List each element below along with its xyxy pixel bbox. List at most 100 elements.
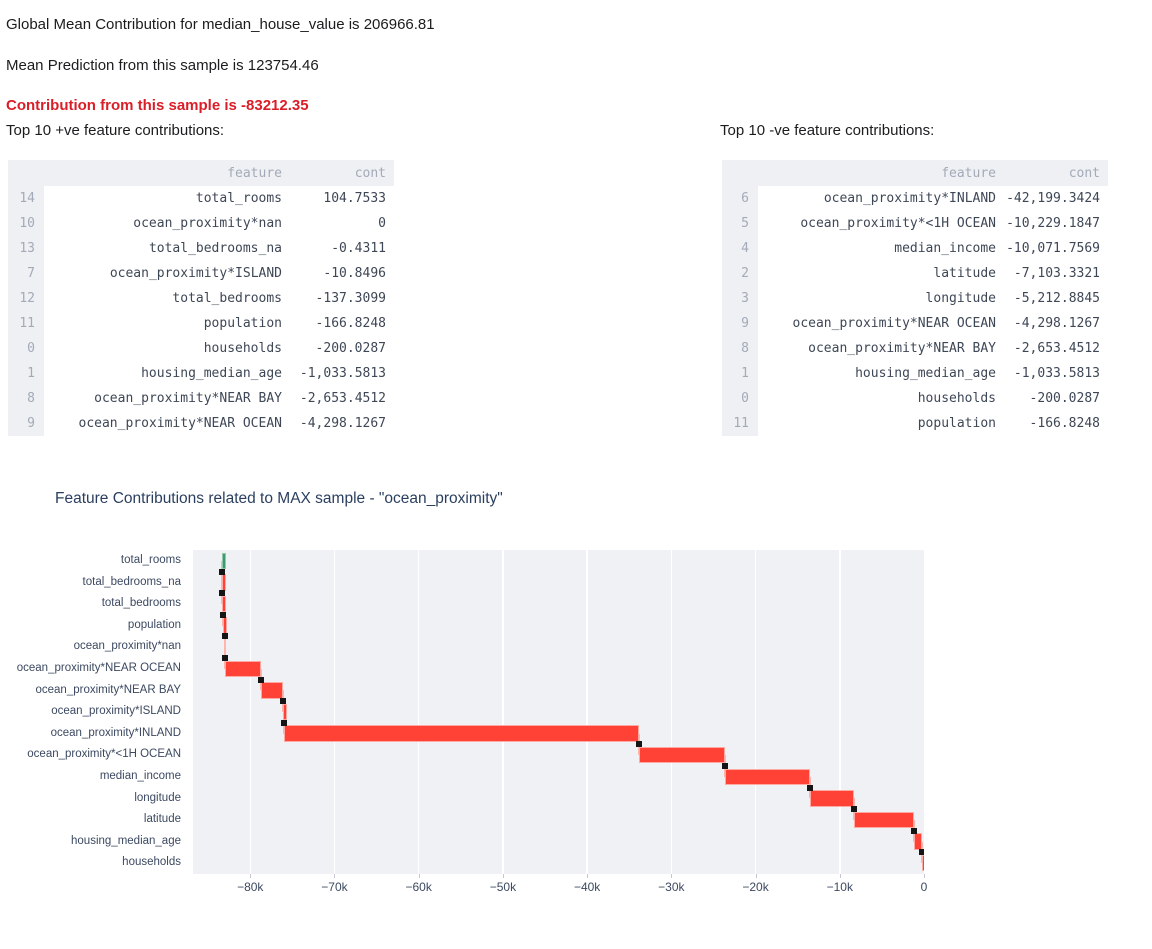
cell-feature: households: [917, 391, 996, 406]
cell-feature: ocean_proximity*NEAR BAY: [94, 391, 282, 406]
connector-marker: [910, 827, 917, 834]
cell-cont: -10,071.7569: [1006, 241, 1100, 256]
waterfall-bar[interactable]: [853, 811, 914, 829]
waterfall-bar[interactable]: [809, 790, 854, 807]
connector-marker: [919, 849, 924, 856]
waterfall-bar[interactable]: [222, 552, 226, 570]
cell-cont: -7,103.3321: [1013, 266, 1100, 281]
cell-feature: ocean_proximity*<1H OCEAN: [800, 216, 996, 231]
col-header-cont: cont: [1068, 165, 1100, 181]
cell-index: 8: [722, 336, 758, 361]
cell-index: 9: [8, 411, 44, 436]
waterfall-bar[interactable]: [222, 595, 226, 613]
cell-feature: total_bedrooms: [172, 291, 282, 306]
cell-feature: ocean_proximity*NEAR OCEAN: [792, 316, 997, 331]
cell-feature: housing_median_age: [141, 366, 282, 381]
table-row: 13 total_bedrooms_na -0.4311: [8, 236, 394, 261]
connector-marker: [219, 568, 226, 575]
cell-cont: -200.0287: [1029, 391, 1100, 406]
cell-index: 11: [8, 311, 44, 336]
x-tick-mark: [839, 874, 841, 878]
connector-marker: [258, 676, 265, 683]
x-tick-label: −60k: [405, 880, 432, 894]
cell-index: 0: [8, 336, 44, 361]
chart-title: Feature Contributions related to MAX sam…: [55, 490, 503, 507]
waterfall-bar[interactable]: [224, 660, 262, 678]
table-row: 8 ocean_proximity*NEAR BAY -2,653.4512: [8, 386, 394, 411]
waterfall-bar[interactable]: [283, 703, 287, 721]
cell-cont: 0: [378, 216, 386, 231]
cell-index: 10: [8, 211, 44, 236]
table-row: 1 housing_median_age -1,033.5813: [722, 361, 1108, 386]
table-row: 3 longitude -5,212.8845: [722, 286, 1108, 311]
x-tick-label: −50k: [489, 880, 517, 894]
gridline: [586, 550, 588, 874]
cell-cont: -10.8496: [323, 266, 386, 281]
x-tick-mark: [418, 874, 420, 878]
cell-cont: -137.3099: [315, 291, 386, 306]
col-header-index: [722, 160, 758, 186]
y-tick-label: total_bedrooms: [101, 597, 181, 610]
cell-index: 0: [722, 386, 758, 411]
cell-feature: ocean_proximity*NEAR BAY: [808, 341, 996, 356]
x-tick-label: −70k: [321, 880, 348, 894]
cell-index: 14: [8, 186, 44, 211]
y-tick-label: ocean_proximity*<1H OCEAN: [27, 748, 181, 761]
table-row: 6 ocean_proximity*INLAND -42,199.3424: [722, 186, 1108, 211]
x-tick-label: −40k: [573, 880, 601, 894]
cell-index: 7: [8, 261, 44, 286]
cell-feature: median_income: [894, 241, 996, 256]
cell-cont: -4,298.1267: [1013, 316, 1100, 331]
waterfall-bar[interactable]: [223, 617, 227, 634]
y-tick-label: latitude: [143, 813, 181, 826]
cell-cont: -1,033.5813: [1013, 366, 1100, 381]
waterfall-bar[interactable]: [283, 725, 639, 742]
x-tick-label: −10k: [826, 880, 853, 894]
cell-index: 1: [722, 361, 758, 386]
cell-feature: ocean_proximity*ISLAND: [109, 266, 282, 281]
waterfall-bar[interactable]: [922, 854, 924, 872]
waterfall-bar[interactable]: [222, 574, 226, 591]
cell-feature: total_bedrooms_na: [148, 241, 282, 256]
table-header-row: feature cont: [722, 160, 1108, 186]
table-row: 8 ocean_proximity*NEAR BAY -2,653.4512: [722, 336, 1108, 361]
connector-marker: [220, 611, 227, 618]
waterfall-chart: Feature Contributions related to MAX sam…: [0, 484, 1152, 924]
cell-index: 12: [8, 286, 44, 311]
table-row: 7 ocean_proximity*ISLAND -10.8496: [8, 261, 394, 286]
x-tick-mark: [334, 874, 336, 878]
cell-feature: ocean_proximity*nan: [133, 216, 282, 231]
gridline: [333, 550, 336, 874]
negative-table-title: Top 10 -ve feature contributions:: [720, 122, 935, 139]
x-tick-mark: [924, 874, 925, 878]
cell-cont: -0.4311: [331, 241, 386, 256]
gridline: [754, 550, 757, 874]
table-row: 14 total_rooms 104.7533: [8, 186, 394, 211]
waterfall-bar[interactable]: [913, 833, 923, 850]
cell-feature: households: [203, 341, 282, 356]
cell-cont: -5,212.8845: [1013, 291, 1100, 306]
cell-cont: -166.8248: [1029, 416, 1100, 431]
cell-cont: -4,298.1267: [299, 416, 386, 431]
connector-marker: [280, 698, 287, 705]
connector-marker: [850, 806, 857, 813]
connector-marker: [635, 741, 642, 748]
plot-area[interactable]: [193, 550, 924, 874]
waterfall-bar[interactable]: [725, 768, 810, 786]
waterfall-bar[interactable]: [261, 682, 284, 699]
col-header-index: [8, 160, 44, 186]
global-mean-line: Global Mean Contribution for median_hous…: [6, 16, 435, 33]
waterfall-bar[interactable]: [638, 746, 726, 764]
cell-cont: -42,199.3424: [1006, 191, 1100, 206]
connector-marker: [806, 784, 813, 791]
table-row: 2 latitude -7,103.3321: [722, 261, 1108, 286]
y-axis-labels: total_rooms total_bedrooms_na total_bedroo…: [0, 550, 186, 874]
x-tick-mark: [502, 874, 504, 878]
table-row: 5 ocean_proximity*<1H OCEAN -10,229.1847: [722, 211, 1108, 236]
cell-index: 2: [722, 261, 758, 286]
x-tick-label: 0: [920, 880, 928, 894]
col-header-cont: cont: [354, 165, 386, 181]
y-tick-label: ocean_proximity*ISLAND: [51, 705, 181, 718]
x-tick-label: −20k: [742, 880, 769, 894]
y-tick-label: population: [127, 618, 181, 631]
